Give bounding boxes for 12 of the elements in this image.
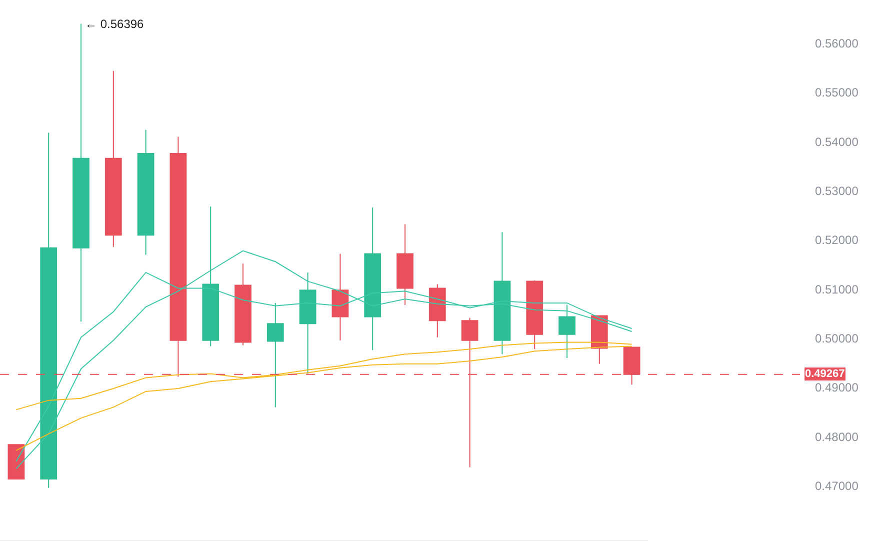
y-tick-label: 0.52000 — [815, 233, 859, 248]
y-tick-label: 0.51000 — [815, 282, 859, 296]
y-tick-label: 0.54000 — [815, 134, 859, 149]
y-tick-label: 0.55000 — [815, 86, 859, 100]
y-tick-label: 0.56000 — [815, 36, 859, 50]
annotation: ← 0.56396 — [85, 17, 144, 31]
y-tick-label: 0.50000 — [815, 332, 859, 346]
y-tick-label: 0.48000 — [815, 430, 859, 444]
y-tick-label: 0.53000 — [815, 184, 859, 198]
y-tick-label: 0.47000 — [815, 479, 859, 494]
y-tick-label: 0.49000 — [815, 380, 859, 395]
ref-line-label: 0.49267 — [805, 368, 845, 380]
